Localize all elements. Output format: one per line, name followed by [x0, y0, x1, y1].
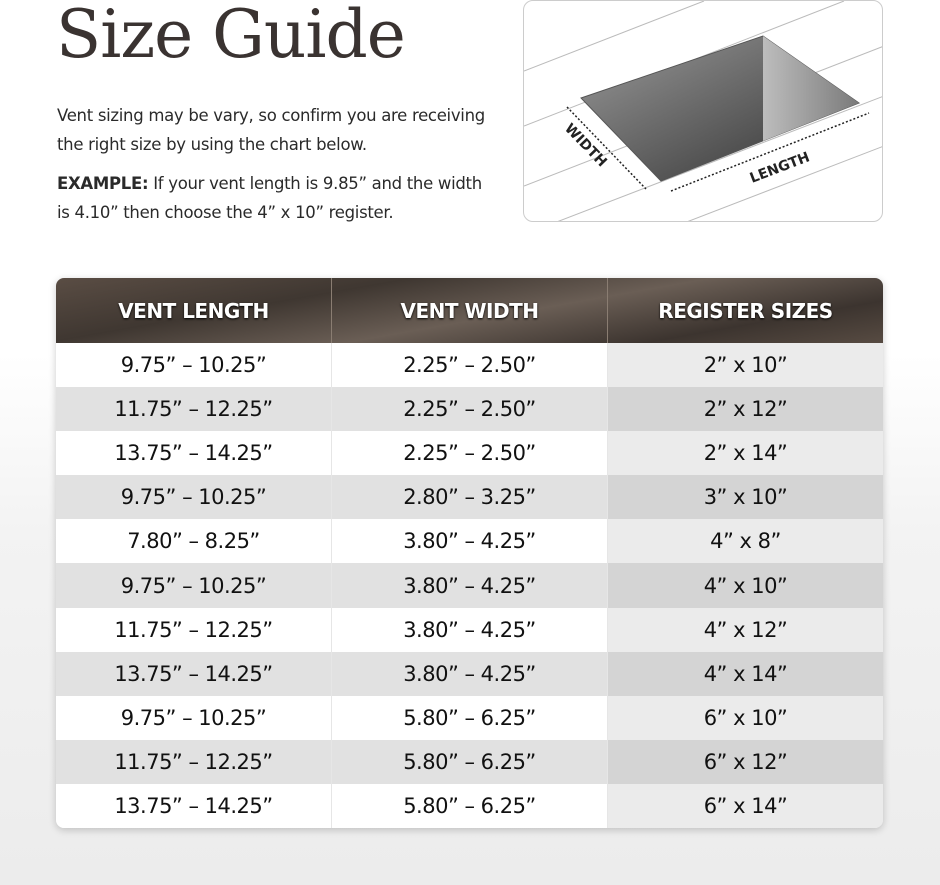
cell-vent-width: 5.80” – 6.25”: [332, 783, 608, 829]
cell-register-size: 4” x 12”: [608, 607, 883, 652]
table-row: 11.75” – 12.25” 3.80” – 4.25” 4” x 12”: [56, 607, 883, 652]
cell-register-size: 3” x 10”: [608, 475, 883, 520]
cell-vent-width: 3.80” – 4.25”: [332, 651, 608, 696]
header-register-sizes: REGISTER SIZES: [658, 298, 833, 323]
cell-vent-width: 3.80” – 4.25”: [332, 519, 608, 564]
header-vent-width: VENT WIDTH: [332, 278, 608, 343]
size-table: VENT LENGTH VENT WIDTH REGISTER SIZES 9.…: [56, 278, 883, 829]
cell-vent-width: 2.25” – 2.50”: [332, 431, 608, 476]
cell-register-size: 6” x 12”: [608, 739, 883, 784]
cell-vent-length: 7.80” – 8.25”: [56, 519, 332, 564]
table-row: 9.75” – 10.25” 5.80” – 6.25” 6” x 10”: [56, 695, 883, 740]
cell-vent-length: 9.75” – 10.25”: [56, 563, 332, 608]
table-row: 13.75” – 14.25” 5.80” – 6.25” 6” x 14”: [56, 783, 883, 829]
cell-vent-length: 11.75” – 12.25”: [56, 387, 332, 432]
cell-vent-width: 2.80” – 3.25”: [332, 475, 608, 520]
table-row: 13.75” – 14.25” 2.25” – 2.50” 2” x 14”: [56, 431, 883, 476]
cell-register-size: 2” x 10”: [608, 343, 883, 388]
example-label: EXAMPLE:: [57, 174, 149, 193]
table-row: 11.75” – 12.25” 5.80” – 6.25” 6” x 12”: [56, 739, 883, 784]
intro-text: Vent sizing may be vary, so confirm you …: [57, 106, 485, 154]
page-title: Size Guide: [56, 0, 406, 73]
cell-vent-length: 9.75” – 10.25”: [56, 475, 332, 520]
cell-vent-width: 2.25” – 2.50”: [332, 387, 608, 432]
cell-vent-length: 13.75” – 14.25”: [56, 431, 332, 476]
cell-vent-width: 3.80” – 4.25”: [332, 607, 608, 652]
cell-register-size: 4” x 8”: [608, 519, 883, 564]
table-row: 11.75” – 12.25” 2.25” – 2.50” 2” x 12”: [56, 387, 883, 432]
cell-vent-length: 11.75” – 12.25”: [56, 739, 332, 784]
cell-vent-width: 5.80” – 6.25”: [332, 739, 608, 784]
example-text: EXAMPLE: If your vent length is 9.85” an…: [57, 169, 497, 227]
width-label: WIDTH: [561, 121, 610, 171]
cell-register-size: 2” x 12”: [608, 387, 883, 432]
cell-register-size: 2” x 14”: [608, 431, 883, 476]
cell-vent-length: 11.75” – 12.25”: [56, 607, 332, 652]
cell-vent-width: 2.25” – 2.50”: [332, 343, 608, 388]
vent-inner-wall: [763, 36, 859, 141]
cell-register-size: 4” x 14”: [608, 651, 883, 696]
table-row: 9.75” – 10.25” 3.80” – 4.25” 4” x 10”: [56, 563, 883, 608]
cell-vent-length: 13.75” – 14.25”: [56, 783, 332, 829]
cell-register-size: 6” x 10”: [608, 695, 883, 740]
table-row: 9.75” – 10.25” 2.25” – 2.50” 2” x 10”: [56, 343, 883, 388]
vent-diagram: WIDTH LENGTH: [523, 0, 883, 222]
cell-register-size: 4” x 10”: [608, 563, 883, 608]
cell-vent-width: 3.80” – 4.25”: [332, 563, 608, 608]
cell-vent-length: 13.75” – 14.25”: [56, 651, 332, 696]
cell-vent-length: 9.75” – 10.25”: [56, 343, 332, 388]
cell-vent-length: 9.75” – 10.25”: [56, 695, 332, 740]
table-header: VENT LENGTH VENT WIDTH REGISTER SIZES: [56, 278, 883, 343]
cell-register-size: 6” x 14”: [608, 783, 883, 829]
cell-vent-width: 5.80” – 6.25”: [332, 695, 608, 740]
length-label: LENGTH: [748, 149, 812, 186]
header-vent-length: VENT LENGTH: [56, 278, 332, 343]
example-body: If your vent length is 9.85” and the wid…: [57, 174, 482, 222]
table-row: 13.75” – 14.25” 3.80” – 4.25” 4” x 14”: [56, 651, 883, 696]
table-row: 7.80” – 8.25” 3.80” – 4.25” 4” x 8”: [56, 519, 883, 564]
table-row: 9.75” – 10.25” 2.80” – 3.25” 3” x 10”: [56, 475, 883, 520]
